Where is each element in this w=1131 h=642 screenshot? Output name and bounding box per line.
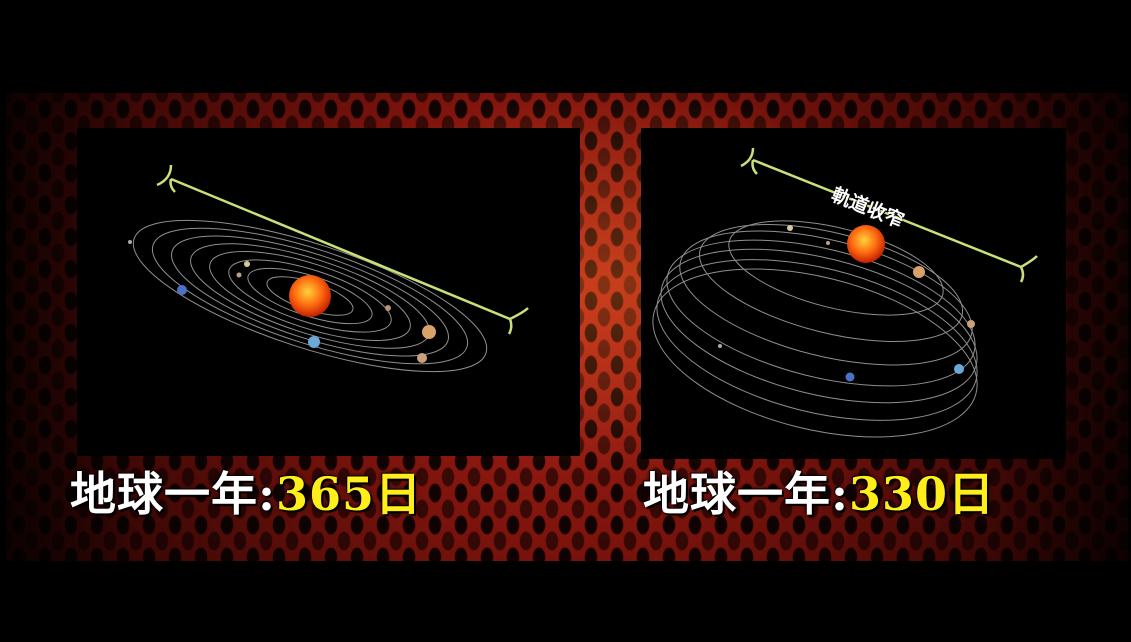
measure-line-left [156, 164, 529, 335]
planet-far-left [128, 240, 132, 244]
planet-venus-left [244, 261, 250, 267]
sun-left [289, 275, 331, 317]
earth-year-caption-left: 地球一年:365日 [70, 462, 422, 526]
solar-system-illustration-right [652, 147, 1038, 438]
planet-mars-left [236, 272, 242, 278]
planet-venus-right [787, 225, 793, 231]
earth-year-value-right: 330日 [848, 467, 996, 521]
planet-small-left [385, 305, 391, 311]
sun-right [847, 225, 885, 263]
planet-blue-right [845, 372, 855, 382]
earth-year-label-left: 地球一年: [70, 467, 276, 521]
planet-jupiter-left [417, 353, 427, 363]
planet-mars-right [826, 241, 830, 245]
solar-system-panel-right [641, 128, 1066, 459]
planet-blue-left [177, 285, 187, 295]
planet-uranus-right [954, 364, 964, 374]
earth-year-value-left: 365日 [275, 467, 423, 521]
planet-saturn-left [422, 325, 436, 339]
measure-line-right [740, 147, 1038, 283]
planet-jupiter-right [967, 320, 975, 328]
earth-year-label-right: 地球一年: [643, 467, 849, 521]
earth-year-caption-right: 地球一年:330日 [643, 462, 995, 526]
planet-far-right [718, 344, 722, 348]
planet-uranus-left [308, 336, 320, 348]
solar-system-panel-left [77, 128, 580, 456]
orbit-rings-left [132, 219, 488, 373]
orbit-rings-right [652, 220, 978, 438]
solar-system-illustration-left [128, 164, 529, 373]
planet-saturn-right [913, 266, 925, 278]
